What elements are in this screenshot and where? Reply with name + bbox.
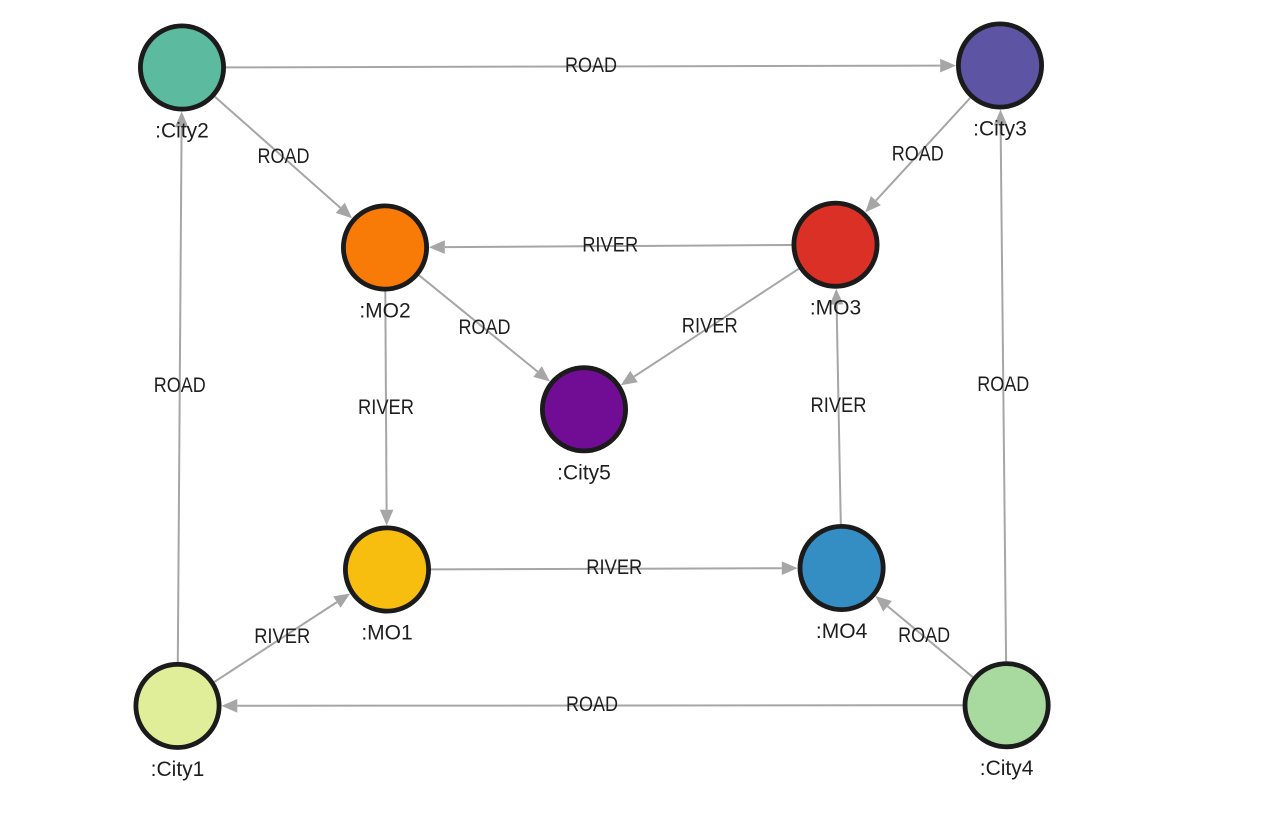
svg-text::MO3: :MO3: [810, 297, 861, 320]
svg-text::City3: :City3: [973, 118, 1027, 141]
svg-text:ROAD: ROAD: [565, 54, 617, 77]
svg-text::City1: :City1: [151, 758, 205, 781]
svg-text:RIVER: RIVER: [682, 315, 738, 338]
svg-text:RIVER: RIVER: [811, 394, 867, 417]
svg-text:ROAD: ROAD: [898, 624, 950, 647]
svg-text:ROAD: ROAD: [258, 145, 310, 168]
svg-text::City4: :City4: [980, 757, 1034, 780]
svg-text:ROAD: ROAD: [977, 373, 1029, 396]
svg-text::City2: :City2: [155, 120, 209, 143]
svg-text:RIVER: RIVER: [254, 625, 310, 648]
svg-text:ROAD: ROAD: [459, 316, 511, 339]
svg-text:RIVER: RIVER: [582, 234, 638, 257]
svg-text:RIVER: RIVER: [586, 556, 642, 579]
svg-text::MO4: :MO4: [816, 620, 868, 643]
svg-text::City5: :City5: [557, 461, 611, 484]
svg-text::MO1: :MO1: [361, 622, 412, 645]
svg-text::MO2: :MO2: [359, 300, 410, 323]
svg-text:ROAD: ROAD: [566, 693, 618, 716]
svg-text:RIVER: RIVER: [358, 396, 414, 419]
svg-text:ROAD: ROAD: [892, 143, 944, 166]
svg-text:ROAD: ROAD: [154, 374, 206, 397]
